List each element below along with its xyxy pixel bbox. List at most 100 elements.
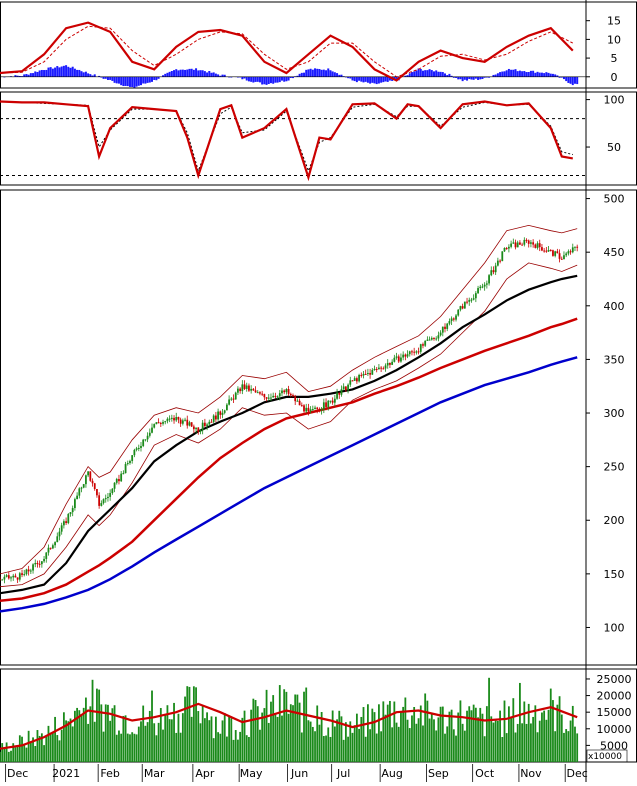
x-tick-label: Dec [7, 767, 28, 780]
volume-bar [54, 716, 56, 762]
volume-bar [538, 720, 541, 762]
candle-body [364, 373, 367, 375]
candle-body [338, 392, 341, 395]
volume-bar [74, 710, 76, 762]
candle-body [521, 244, 524, 246]
candle-body [104, 498, 107, 500]
candle-body [411, 351, 413, 353]
candle-body [142, 439, 145, 446]
candle-body [549, 250, 552, 252]
candle-body [190, 422, 193, 427]
candle-body [78, 488, 81, 496]
candle-body [373, 368, 376, 370]
volume-bar [468, 706, 471, 762]
candle-body [226, 404, 228, 411]
candle-body [82, 484, 85, 488]
candle-body [320, 409, 323, 411]
candle-body [404, 354, 407, 357]
candle-body [93, 483, 96, 490]
candle-body [18, 573, 21, 580]
volume-bar [137, 726, 140, 762]
x-tick-label: Feb [100, 767, 119, 780]
candle-body [89, 471, 92, 481]
candle-body [413, 351, 416, 353]
candle-body [159, 422, 162, 424]
candle-body [254, 390, 257, 393]
y-tick-label: 5000 [600, 739, 628, 752]
candle-body [239, 388, 242, 392]
volume-bar [466, 710, 468, 762]
candle-body [567, 251, 570, 254]
y-tick-label: 250 [604, 461, 625, 474]
volume-bar [305, 687, 308, 762]
candle-body [62, 521, 65, 526]
volume-bar [340, 716, 343, 762]
volume-bar [267, 722, 270, 762]
volume-bar [318, 724, 321, 762]
candle-body [206, 424, 208, 426]
candle-body [289, 393, 292, 396]
volume-bar [569, 720, 572, 762]
volume-bar [184, 696, 186, 762]
volume-bar [331, 710, 334, 762]
volume-bar [278, 685, 281, 762]
volume-bar [148, 710, 151, 762]
candle-body [87, 471, 90, 476]
candle-body [67, 514, 70, 523]
volume-bar [76, 707, 79, 762]
volume-bar [457, 712, 460, 762]
volume-bar [135, 734, 138, 762]
candle-body [115, 479, 118, 483]
candle-body [433, 337, 435, 339]
volume-bar [5, 742, 8, 762]
volume-bar [281, 715, 283, 762]
candle-body [400, 357, 402, 362]
candle-body [210, 421, 213, 423]
candle-body [58, 531, 61, 537]
volume-bar [320, 712, 323, 762]
candle-body [85, 475, 87, 485]
candle-body [76, 495, 79, 500]
volume-bar [411, 715, 413, 762]
candle-body [468, 299, 471, 302]
volume-bar [441, 706, 444, 762]
candle-body [245, 385, 248, 389]
candle-body [71, 508, 74, 513]
candle-body [38, 563, 41, 565]
candle-body [355, 378, 358, 382]
candle-body [519, 242, 521, 245]
volume-bar [415, 723, 418, 762]
volume-bar [470, 710, 473, 762]
volume-bar [417, 718, 420, 762]
volume-bar [505, 733, 508, 762]
volume-bar [430, 712, 433, 762]
volume-bar [51, 731, 54, 762]
volume-bar [373, 712, 376, 762]
volume-bar [232, 739, 235, 762]
candle-body [126, 463, 129, 465]
candle-body [441, 326, 444, 333]
candle-body [305, 407, 308, 412]
volume-bar [62, 712, 65, 762]
volume-bar [446, 726, 449, 762]
volume-bar [560, 714, 563, 762]
candle-body [576, 246, 579, 248]
candle-body [371, 369, 374, 375]
candle-body [10, 577, 12, 579]
x-tick-label: Aug [381, 767, 402, 780]
candle-body [331, 400, 334, 403]
volume-bar [21, 736, 23, 762]
candle-body [541, 247, 543, 251]
volume-bar [113, 705, 116, 762]
candle-body [3, 576, 6, 580]
x-tick-label: Apr [195, 767, 215, 780]
volume-bar [565, 729, 568, 762]
volume-bar [406, 719, 409, 762]
candle-body [472, 298, 475, 300]
candle-body [219, 411, 222, 415]
volume-bar [245, 735, 248, 762]
macd-line [0, 21, 574, 82]
volume-bar [547, 709, 550, 762]
candle-body [276, 396, 279, 398]
volume-bar [311, 726, 314, 762]
